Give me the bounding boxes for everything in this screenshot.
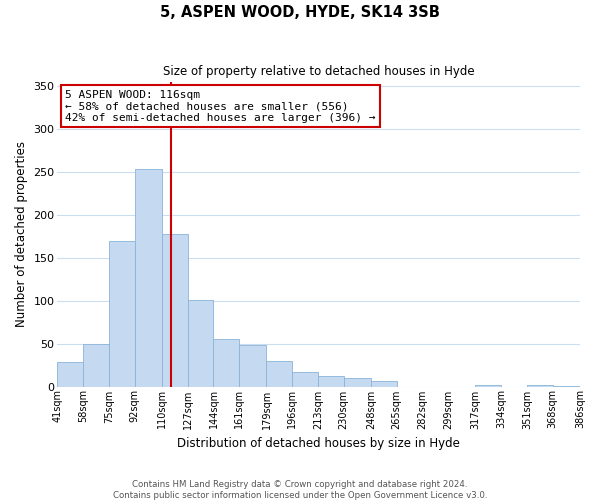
Bar <box>162 234 188 386</box>
Bar <box>109 240 135 386</box>
Bar <box>266 361 292 386</box>
Bar <box>344 378 371 386</box>
Bar <box>475 385 501 386</box>
Bar <box>239 346 266 387</box>
Bar <box>318 376 344 386</box>
Text: Contains HM Land Registry data © Crown copyright and database right 2024.
Contai: Contains HM Land Registry data © Crown c… <box>113 480 487 500</box>
Text: 5, ASPEN WOOD, HYDE, SK14 3SB: 5, ASPEN WOOD, HYDE, SK14 3SB <box>160 5 440 20</box>
Bar <box>214 340 239 386</box>
Title: Size of property relative to detached houses in Hyde: Size of property relative to detached ho… <box>163 65 475 78</box>
Bar <box>188 300 214 386</box>
Bar <box>371 380 397 386</box>
Text: 5 ASPEN WOOD: 116sqm
← 58% of detached houses are smaller (556)
42% of semi-deta: 5 ASPEN WOOD: 116sqm ← 58% of detached h… <box>65 90 376 123</box>
Bar <box>292 372 318 386</box>
Bar <box>135 170 162 386</box>
Bar <box>58 362 83 386</box>
X-axis label: Distribution of detached houses by size in Hyde: Distribution of detached houses by size … <box>177 437 460 450</box>
Bar <box>83 344 109 386</box>
Y-axis label: Number of detached properties: Number of detached properties <box>15 141 28 327</box>
Bar <box>527 385 553 386</box>
